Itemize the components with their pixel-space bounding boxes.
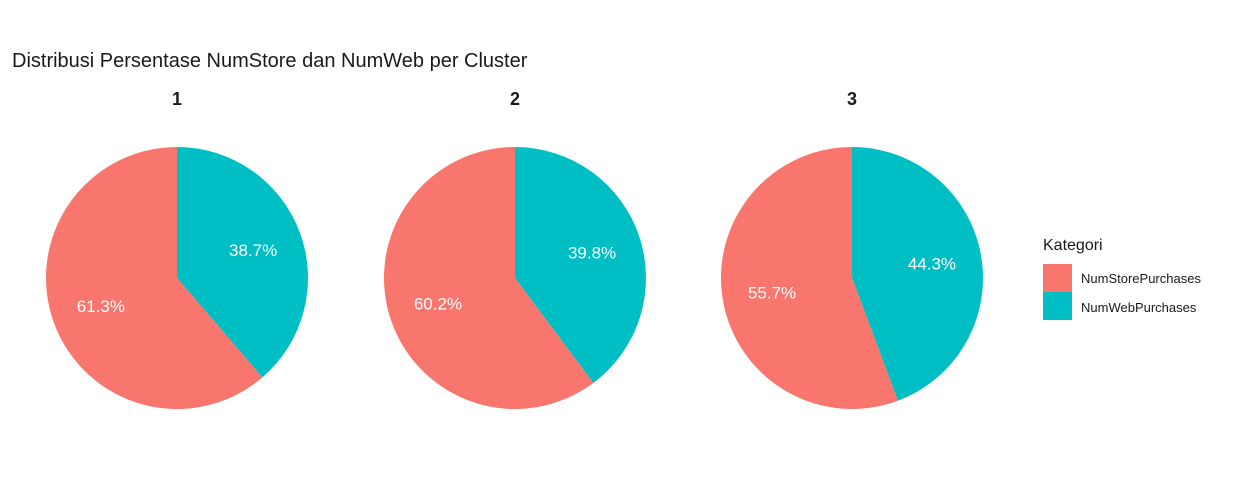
pie-slice-1-numstorepurchases [45, 147, 263, 409]
legend: Kategori NumStorePurchases NumWebPurchas… [1043, 237, 1201, 320]
chart-title: Distribusi Persentase NumStore dan NumWe… [12, 50, 528, 72]
pie-label-3-numwebpurchases: 44.3% [908, 255, 956, 274]
legend-label-numstorepurchases: NumStorePurchases [1081, 271, 1201, 286]
pie-label-1-numstorepurchases: 61.3% [77, 297, 125, 316]
pie-slice-2-numstorepurchases [384, 147, 594, 409]
legend-swatch-numwebpurchases [1043, 292, 1072, 320]
pie-slice-3-numstorepurchases [721, 147, 898, 409]
pie-label-1-numwebpurchases: 38.7% [229, 241, 277, 260]
pie-slice-1-numwebpurchases [177, 147, 308, 378]
pie-slice-2-numwebpurchases [515, 147, 647, 384]
facet-label-1: 1 [172, 89, 182, 109]
pie-slice-3-numwebpurchases [852, 147, 983, 401]
pie-label-2-numwebpurchases: 39.8% [568, 243, 616, 262]
facet-label-2: 2 [510, 89, 520, 109]
legend-title: Kategori [1043, 237, 1103, 254]
legend-swatch-numstorepurchases [1043, 264, 1072, 292]
legend-label-numwebpurchases: NumWebPurchases [1081, 300, 1197, 315]
facet-label-3: 3 [847, 89, 857, 109]
pie-label-3-numstorepurchases: 55.7% [748, 283, 796, 302]
pie-label-2-numstorepurchases: 60.2% [414, 295, 462, 314]
